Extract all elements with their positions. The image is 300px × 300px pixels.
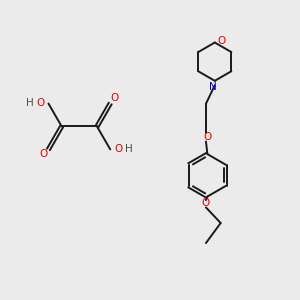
Text: O: O: [40, 149, 48, 159]
Text: O: O: [36, 98, 45, 109]
Text: O: O: [114, 144, 122, 154]
Text: O: O: [110, 94, 118, 103]
Text: O: O: [203, 132, 211, 142]
Text: O: O: [217, 36, 225, 46]
Text: H: H: [124, 144, 132, 154]
Text: H: H: [26, 98, 34, 109]
Text: N: N: [209, 82, 217, 92]
Text: O: O: [202, 198, 210, 208]
